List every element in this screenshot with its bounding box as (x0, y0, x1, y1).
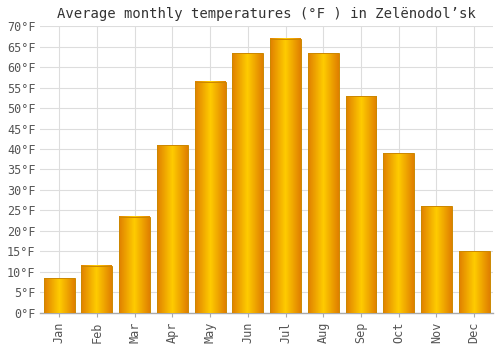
Bar (421, 206, 452, 313)
Bar (308, 53, 338, 313)
Bar (232, 53, 264, 313)
Bar (44, 278, 74, 313)
Bar (384, 153, 414, 313)
Title: Average monthly temperatures (°F ) in Zelënodol’sk: Average monthly temperatures (°F ) in Ze… (58, 7, 476, 21)
Bar (82, 266, 112, 313)
Bar (157, 145, 188, 313)
Bar (346, 96, 376, 313)
Bar (194, 82, 226, 313)
Bar (458, 251, 490, 313)
Bar (119, 217, 150, 313)
Bar (270, 38, 301, 313)
